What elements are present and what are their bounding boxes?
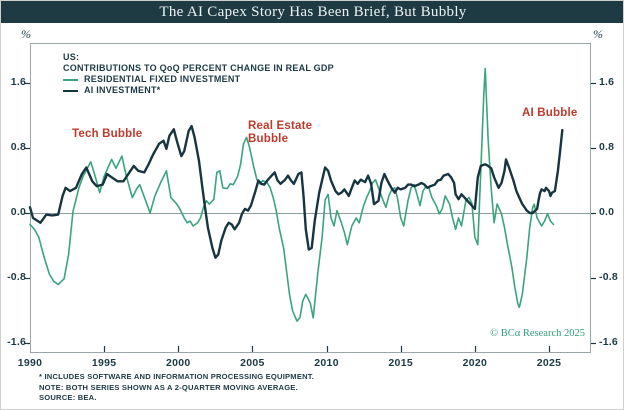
footnote-source: SOURCE: BEA. <box>39 393 97 402</box>
x-tick-label: 1995 <box>91 357 117 369</box>
y-tick-label-right: 1.6 <box>599 76 615 88</box>
ai-series-swatch <box>63 89 78 92</box>
ai-bubble-annotation: AI Bubble <box>522 107 578 119</box>
watermark: © BCα Research 2025 <box>490 328 585 339</box>
legend-region: US: <box>63 52 80 62</box>
residential-series-swatch <box>63 78 78 81</box>
y-tick-label-left: 0.0 <box>10 206 26 218</box>
x-tick-label: 2000 <box>166 357 191 369</box>
y-tick-label-left: 1.6 <box>10 76 26 88</box>
y-tick-label-right: -0.8 <box>599 271 618 283</box>
legend-subtitle: CONTRIBUTIONS TO QoQ PERCENT CHANGE IN R… <box>63 63 334 73</box>
y-tick-label-left: -0.8 <box>7 271 26 283</box>
tech-bubble-annotation: Tech Bubble <box>72 128 143 140</box>
y-tick-label-left: 0.8 <box>10 141 26 153</box>
x-tick-label: 1990 <box>17 357 43 369</box>
x-tick-label: 2020 <box>462 357 488 369</box>
chart-title-bar: The AI Capex Story Has Been Brief, But B… <box>1 1 623 23</box>
footnote-asterisk: * INCLUDES SOFTWARE AND INFORMATION PROC… <box>39 372 315 381</box>
y-tick-label-right: 0.8 <box>599 141 615 153</box>
legend: US: CONTRIBUTIONS TO QoQ PERCENT CHANGE … <box>63 52 334 96</box>
x-tick-label: 2025 <box>536 357 562 369</box>
footnote-note: NOTE: BOTH SERIES SHOWN AS A 2-QUARTER M… <box>39 382 298 392</box>
legend-residential-label: RESIDENTIAL FIXED INVESTMENT <box>84 74 241 84</box>
legend-ai-label: AI INVESTMENT* <box>84 85 161 95</box>
footnotes: * INCLUDES SOFTWARE AND INFORMATION PROC… <box>39 372 314 404</box>
x-tick-label: 2010 <box>314 357 339 369</box>
y-tick-label-left: -1.6 <box>7 336 26 348</box>
real-estate-bubble-annotation: Real Estate Bubble <box>248 120 313 145</box>
y-tick-label-right: 0.0 <box>599 206 615 218</box>
right-axis-unit: % <box>593 27 603 41</box>
chart-title: The AI Capex Story Has Been Brief, But B… <box>159 3 467 20</box>
left-axis-unit: % <box>21 27 31 41</box>
y-tick-label-right: -1.6 <box>599 336 618 348</box>
x-tick-label: 2005 <box>240 357 265 369</box>
x-tick-label: 2015 <box>388 357 413 369</box>
